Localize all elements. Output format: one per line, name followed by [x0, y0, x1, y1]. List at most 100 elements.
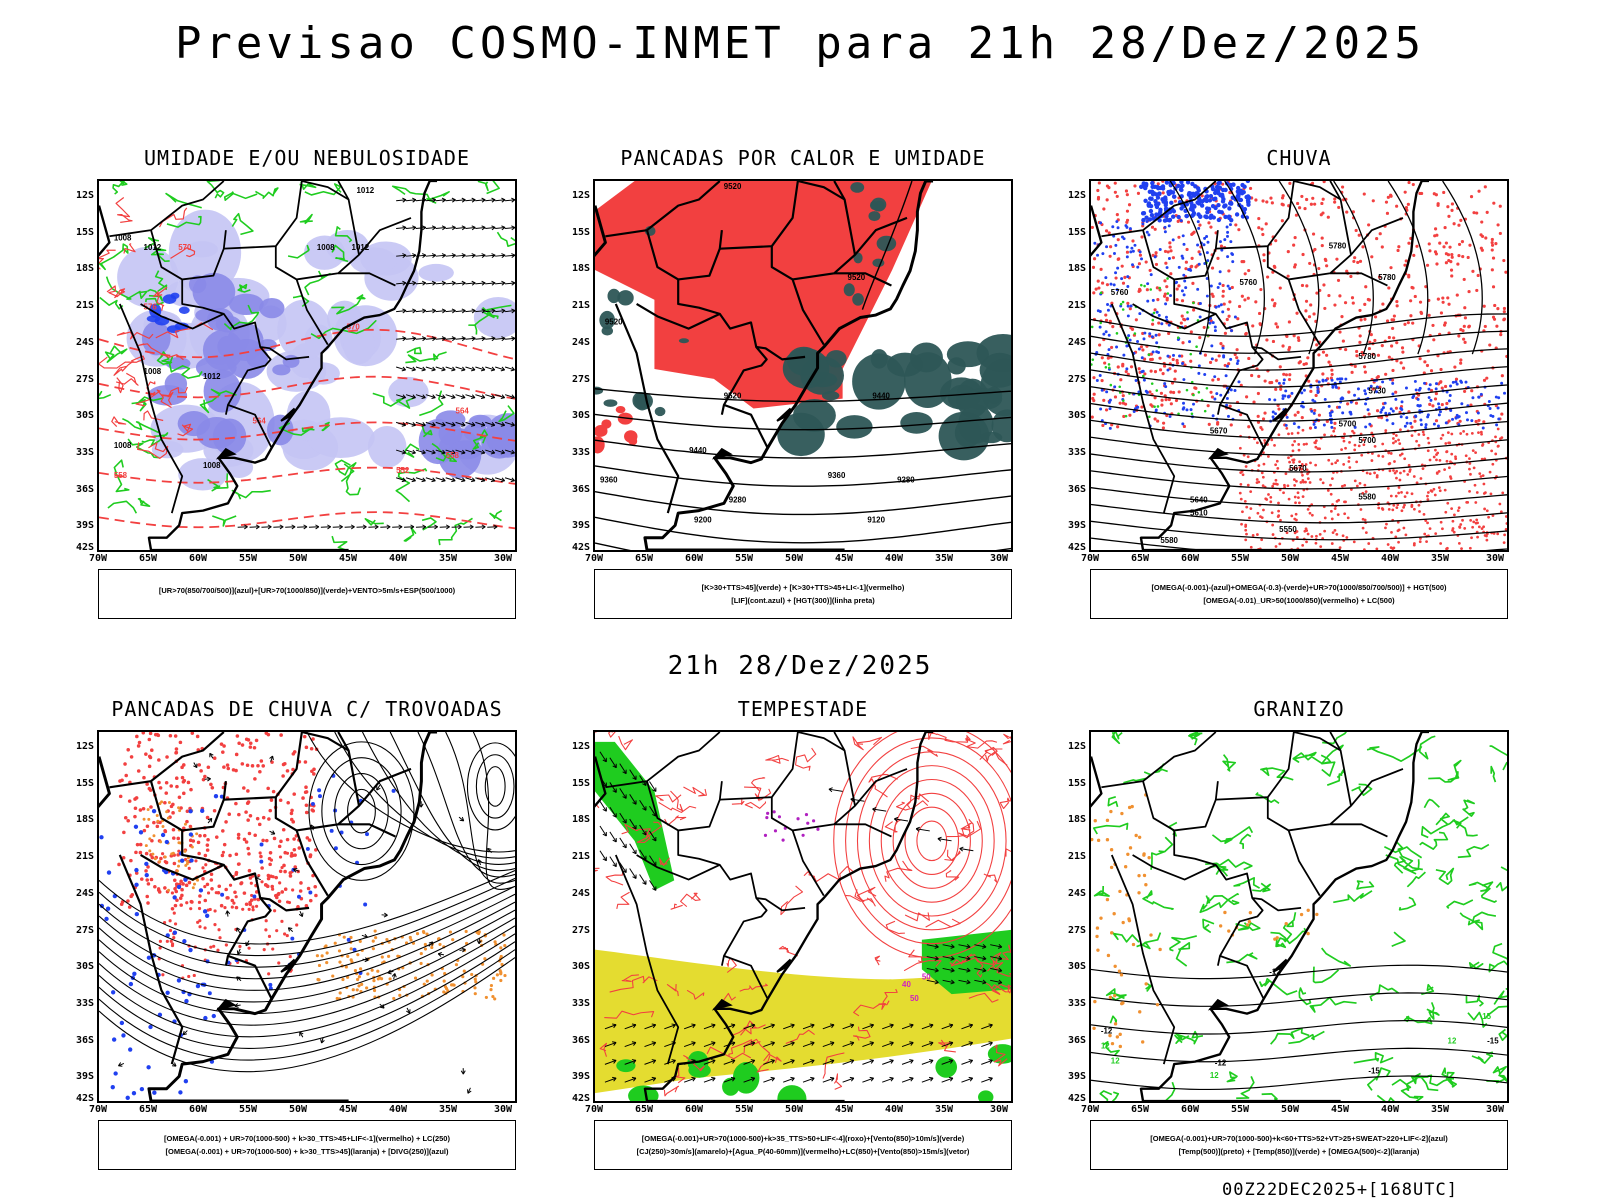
wind-vector — [405, 199, 417, 202]
longitude-tick: 50W — [785, 553, 804, 564]
omega-red-area — [1314, 445, 1318, 449]
storm-red-area — [286, 800, 290, 805]
longitude-tick: 55W — [239, 1104, 258, 1115]
omega-red-area — [1329, 492, 1333, 496]
omega-blue-area — [1151, 298, 1155, 302]
wind-vector — [401, 449, 407, 455]
divergence-area — [134, 867, 139, 873]
wind-vector — [671, 1023, 676, 1029]
legend-box: [OMEGA(-0.001)+UR>70(1000-500)+k<60+TTS>… — [1090, 1120, 1508, 1170]
omega-red-area — [1471, 269, 1475, 273]
storm-red-area — [195, 734, 200, 739]
omega-red-area — [1464, 454, 1468, 458]
omega-blue-area — [1098, 374, 1102, 377]
omega-red-area — [1190, 256, 1194, 260]
omega-red-area — [1291, 458, 1295, 462]
omega-red-area — [1439, 437, 1443, 440]
omega-blue-area — [1349, 410, 1353, 414]
wind-vector — [619, 788, 627, 799]
divergence-area — [176, 978, 182, 983]
li-unstable-area — [595, 426, 608, 437]
rh-low-contour — [406, 346, 422, 355]
wind-vector — [422, 524, 427, 530]
wind-vector — [395, 477, 406, 482]
omega-blue-area — [1182, 401, 1185, 405]
wind-vector — [959, 846, 964, 852]
streamline-arrow — [207, 817, 213, 823]
wind-vector — [401, 477, 407, 483]
wind-vector — [327, 524, 332, 530]
storm-orange-area — [317, 963, 322, 968]
omega-blue-area — [1445, 390, 1449, 394]
isobar-label: 1008 — [114, 441, 132, 450]
temp850-contour — [1489, 745, 1507, 771]
omega-red-area — [1445, 450, 1449, 453]
latitude-tick: 15S — [75, 226, 94, 238]
storm-red-area — [141, 732, 146, 735]
omega-red-area — [1337, 386, 1341, 390]
omega-blue-area — [1500, 381, 1504, 385]
storm-orange-area — [153, 857, 157, 861]
storm-orange-area — [373, 929, 377, 933]
omega-blue-area — [1218, 240, 1222, 244]
wind-vector — [723, 1077, 736, 1083]
omega-red-area — [1301, 464, 1304, 467]
storm-red-area — [261, 815, 266, 820]
storm-red-area — [280, 865, 284, 870]
temp850-contour — [1326, 769, 1345, 787]
hgt500-contour — [1091, 366, 1507, 388]
omega-blue-area — [1126, 304, 1130, 308]
omega-blue-area — [1203, 214, 1208, 219]
omega-red-area — [1281, 194, 1285, 198]
isobar-label: 1008 — [114, 233, 132, 242]
wind-vector — [822, 1024, 835, 1030]
omega-blue-area — [1150, 335, 1154, 339]
storm-orange-area — [473, 977, 477, 981]
omega-green-area — [1192, 393, 1195, 397]
hgt500-contour — [1091, 313, 1507, 337]
omega-red-area — [1468, 546, 1472, 550]
wind-vector — [928, 1059, 934, 1064]
omega-red-area — [1156, 298, 1160, 302]
longitude-tick: 30W — [1486, 1104, 1505, 1115]
storm-red-area — [274, 893, 278, 898]
omega-red-area — [1292, 478, 1296, 482]
divergence-area — [148, 1024, 153, 1030]
omega-blue-area — [1138, 250, 1142, 254]
wind-vector — [441, 449, 446, 455]
storm-red-area — [205, 815, 210, 820]
storm-red-area — [290, 808, 294, 813]
wind-vector — [490, 422, 496, 427]
storm-red-area — [163, 800, 167, 805]
latitude-tick: 27S — [75, 373, 94, 385]
omega-red-area — [1373, 338, 1377, 343]
wind-vector — [481, 253, 486, 258]
latitude-tick: 39S — [1067, 520, 1086, 532]
storm-orange-area — [338, 960, 342, 964]
omega-red-area — [1128, 413, 1132, 417]
omega-green-area — [1147, 353, 1151, 357]
omega-red-area — [1150, 357, 1154, 361]
temp850-contour — [1406, 871, 1426, 888]
temp850-contour — [1484, 1005, 1507, 1019]
wind-vector — [481, 524, 486, 530]
streamline-arrow — [118, 1062, 125, 1067]
streamline-arrow — [225, 910, 231, 915]
wind-vector — [941, 1077, 954, 1083]
storm-orange-area — [448, 930, 453, 934]
temp850-contour — [1488, 960, 1507, 973]
storm-orange-area — [155, 814, 159, 817]
omega500-area — [1109, 865, 1114, 870]
omega-red-area — [1421, 430, 1425, 434]
wind-vector — [619, 862, 627, 873]
omega-blue-area — [1242, 184, 1247, 189]
omega-blue-area — [1209, 284, 1213, 288]
storm-red-area — [163, 860, 167, 864]
omega-blue-area — [1213, 375, 1217, 379]
omega-red-area — [1462, 337, 1466, 341]
omega-red-area — [1417, 444, 1421, 447]
rh-low-contour — [99, 296, 124, 310]
omega-green-area — [1143, 284, 1146, 288]
omega-red-area — [1496, 444, 1500, 448]
omega-red-area — [1309, 303, 1313, 307]
